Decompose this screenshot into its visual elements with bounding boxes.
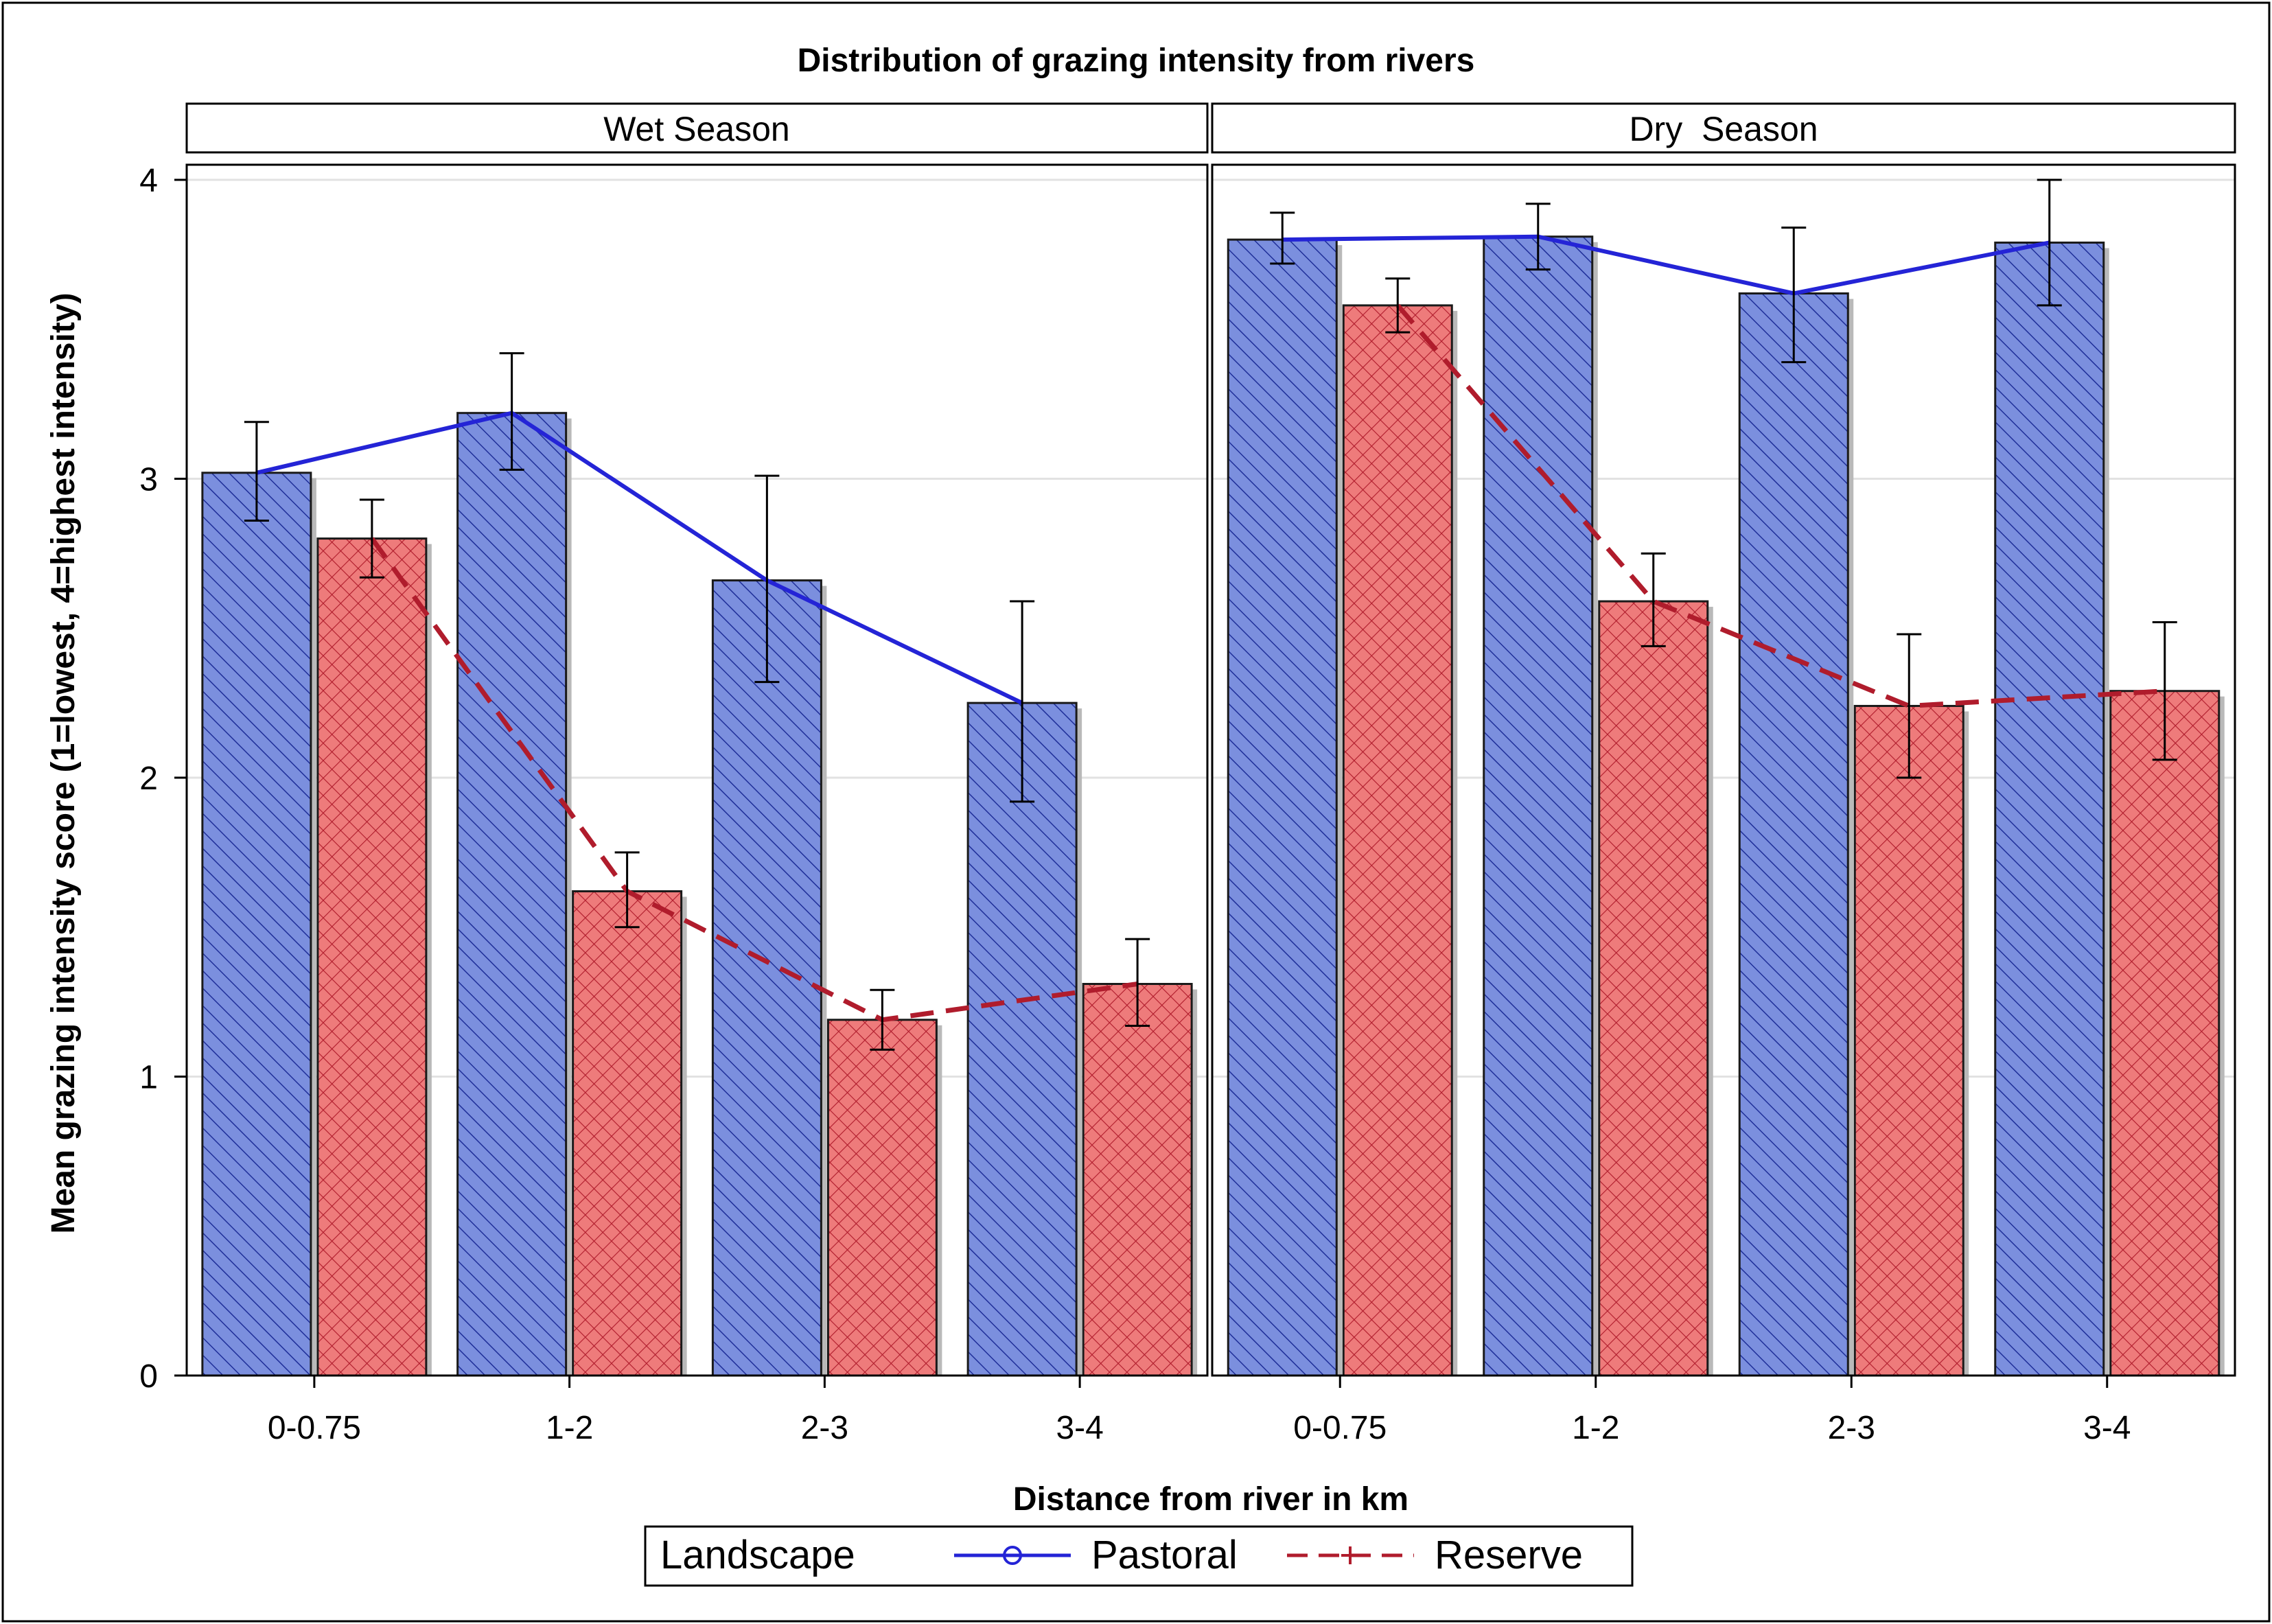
reserve-bar-dry-2	[1853, 704, 1964, 1377]
error-bars	[244, 178, 2177, 1051]
panel-header-dry: Dry Season	[1629, 110, 1818, 148]
pastoral-bar-dry-2	[1738, 292, 1849, 1377]
x-tick-label: 1-2	[546, 1410, 593, 1446]
x-tick-label: 0-0.75	[1293, 1410, 1387, 1446]
pastoral-bar-dry-3	[1994, 241, 2105, 1377]
pastoral-bar-dry-0	[1227, 238, 1338, 1377]
reserve-bar-wet-3	[1082, 982, 1193, 1377]
panel-header-box-dry	[1211, 102, 2236, 154]
pastoral-line-wet	[256, 410, 1023, 705]
bars	[201, 235, 2225, 1377]
chart-title: Distribution of grazing intensity from r…	[798, 43, 1475, 79]
panel-header-wet: Wet Season	[603, 110, 789, 148]
series-lines	[256, 234, 2165, 1023]
axes: 0-0.75 1-2 2-3 3-4 0-0.75 1-2 2-3 3-4 0 1 2 3 4	[139, 163, 2131, 1446]
legend-label-pastoral: Pastoral	[1091, 1533, 1238, 1577]
x-tick-label: 0-0.75	[268, 1410, 361, 1446]
pastoral-bar-wet-3	[966, 701, 1078, 1377]
legend-label-reserve: Reserve	[1435, 1533, 1583, 1577]
panel-frame-wet	[185, 163, 1209, 1377]
reserve-bar-dry-0	[1342, 304, 1453, 1377]
y-tick-label: 0	[139, 1358, 158, 1395]
panel-frame-dry	[1211, 163, 2236, 1377]
legend-title: Landscape	[660, 1533, 855, 1577]
pastoral-bar-wet-1	[456, 412, 568, 1377]
reserve-line-dry	[1395, 303, 2165, 709]
reserve-bar-dry-1	[1598, 600, 1709, 1377]
pastoral-line-dry	[1282, 234, 2050, 296]
y-tick-label: 3	[139, 462, 158, 498]
y-tick-label: 1	[139, 1060, 158, 1096]
legend-marker-pastoral	[1003, 1546, 1022, 1565]
pastoral-bar-wet-0	[201, 472, 312, 1377]
pastoral-bar-wet-2	[711, 579, 822, 1377]
legend-box	[644, 1525, 1634, 1587]
reserve-bar-dry-3	[2109, 690, 2221, 1377]
reserve-bar-wet-2	[826, 1019, 938, 1377]
y-tick-label: 4	[139, 163, 158, 199]
x-tick-label: 2-3	[801, 1410, 848, 1446]
reserve-bar-wet-0	[316, 537, 428, 1377]
y-axis-title: Mean grazing intensity score (1=lowest, …	[45, 293, 82, 1234]
panel-header-box-wet	[185, 102, 1209, 154]
x-tick-label: 2-3	[1828, 1410, 1875, 1446]
reserve-line-wet	[370, 537, 1138, 1023]
x-axis-title: Distance from river in km	[1013, 1481, 1409, 1518]
x-tick-label: 1-2	[1572, 1410, 1619, 1446]
reserve-bar-wet-1	[572, 890, 683, 1377]
x-tick-label: 3-4	[2083, 1410, 2131, 1446]
y-tick-label: 2	[139, 761, 158, 797]
legend: Landscape Pastoral Reserve	[644, 1525, 1634, 1587]
x-tick-label: 3-4	[1056, 1410, 1103, 1446]
pastoral-bar-dry-1	[1483, 235, 1594, 1377]
